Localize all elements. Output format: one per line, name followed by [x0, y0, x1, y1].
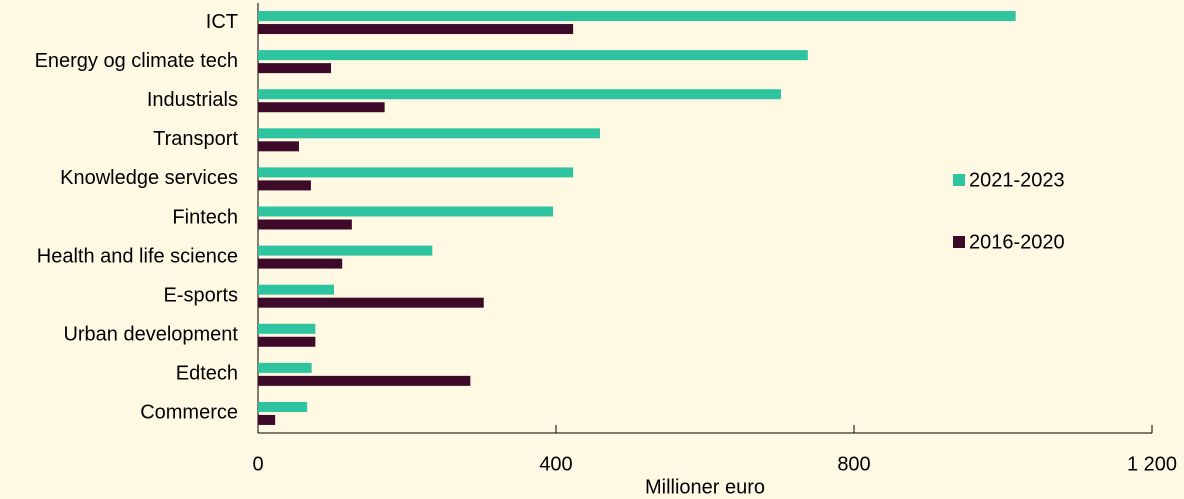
bar — [258, 284, 334, 295]
y-tick-label: Industrials — [147, 89, 238, 111]
bar — [258, 167, 574, 178]
legend-swatch — [953, 174, 965, 186]
bar — [258, 297, 484, 308]
x-tick-label: 800 — [837, 453, 870, 475]
y-tick-label: Commerce — [140, 402, 238, 424]
y-tick-label: Urban development — [63, 324, 238, 346]
y-tick-label: Fintech — [172, 206, 238, 228]
bar — [258, 206, 554, 217]
bar — [258, 63, 332, 74]
x-tick-label: 1 200 — [1127, 453, 1177, 475]
bar — [258, 362, 312, 373]
y-tick-label: Health and life science — [37, 245, 238, 267]
legend-swatch — [953, 236, 965, 248]
y-tick-label: Transport — [153, 128, 238, 150]
bar — [258, 323, 316, 334]
x-tick-label: 0 — [252, 453, 263, 475]
x-tick-label: 400 — [539, 453, 572, 475]
bar — [258, 375, 471, 386]
x-axis-label: Millioner euro — [645, 476, 765, 498]
bar — [258, 245, 433, 256]
bar — [258, 401, 308, 412]
legend-label: 2016-2020 — [969, 231, 1065, 253]
bar — [258, 89, 781, 100]
bar — [258, 336, 316, 347]
bar — [258, 258, 343, 269]
bar — [258, 50, 808, 61]
legend-label: 2021-2023 — [969, 169, 1065, 191]
bar — [258, 141, 299, 152]
bar — [258, 128, 600, 139]
y-tick-label: Knowledge services — [60, 167, 238, 189]
y-tick-label: E-sports — [164, 284, 238, 306]
bar — [258, 24, 574, 35]
y-tick-label: Energy og climate tech — [35, 50, 238, 72]
y-tick-label: Edtech — [176, 363, 238, 385]
bar — [258, 180, 311, 191]
y-tick-label: ICT — [206, 11, 238, 33]
bar — [258, 11, 1016, 22]
bar — [258, 102, 385, 113]
bar — [258, 219, 352, 230]
bar — [258, 414, 276, 425]
